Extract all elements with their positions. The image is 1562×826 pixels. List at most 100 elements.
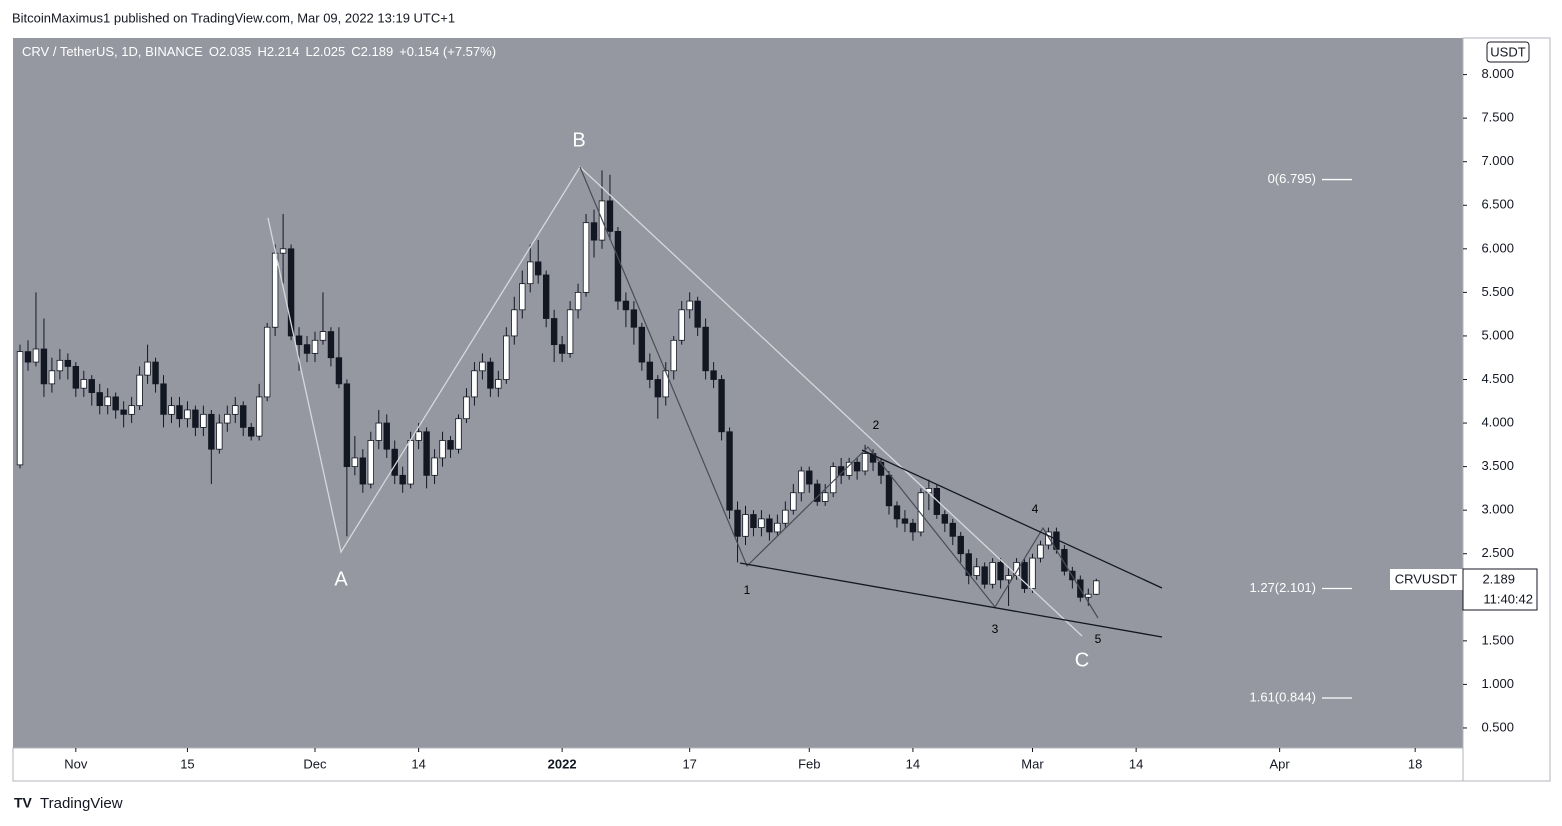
candle-body: [542, 274, 550, 319]
wave-label: 1: [744, 583, 751, 597]
candle-body: [495, 379, 502, 389]
candle-body: [343, 383, 351, 468]
ohlc-key: C: [351, 44, 360, 59]
candle-body: [152, 361, 159, 385]
price-badge: [1462, 568, 1538, 611]
brand: TradingView: [40, 795, 123, 812]
candle-body: [96, 392, 103, 407]
candle-body: [981, 566, 988, 585]
candle-body: [949, 522, 956, 537]
wedge-lower: [739, 562, 1163, 638]
candle-body: [471, 370, 478, 398]
symbol-badge: [1390, 569, 1463, 590]
candle-body: [327, 331, 335, 359]
candle-body: [40, 348, 48, 385]
x-tick-label: Apr: [1270, 756, 1291, 771]
symbol-title: CRV / TetherUS, 1D, BINANCE: [22, 44, 203, 59]
candle-body: [933, 487, 941, 515]
wave-label: 4: [1032, 502, 1039, 516]
candle-body: [614, 230, 622, 302]
x-tick-label: Nov: [64, 756, 88, 771]
ohlc-value: 2.189: [361, 44, 394, 59]
candle-body: [415, 431, 422, 441]
candle-body: [766, 518, 773, 533]
plot-area: [13, 38, 1463, 748]
candle-body: [335, 357, 343, 385]
candle-body: [48, 370, 56, 385]
x-tick-label: 14: [411, 756, 425, 771]
candle-body: [973, 566, 980, 576]
candle-body: [790, 492, 797, 511]
y-tick-label: 6.500: [1481, 197, 1514, 212]
candle-body: [877, 461, 885, 476]
y-tick-label: 4.000: [1481, 414, 1514, 429]
candle-body: [367, 440, 374, 485]
candle-body: [726, 431, 733, 511]
wedge-upper: [861, 449, 1163, 589]
candle-body: [447, 440, 454, 450]
candle-body: [1005, 575, 1012, 581]
y-tick-label: 3.500: [1481, 458, 1514, 473]
candle-body: [24, 351, 32, 363]
candle-body: [303, 344, 311, 354]
candle-body: [240, 405, 247, 428]
candle-body: [168, 405, 175, 415]
impulse-wave: [579, 166, 1099, 619]
candle-body: [1037, 544, 1044, 559]
candle-body: [160, 383, 167, 415]
candle-body: [295, 335, 303, 346]
ohlc-value: 2.035: [219, 44, 252, 59]
candle-body: [216, 422, 223, 450]
candle-body: [224, 413, 231, 424]
candle-body: [208, 413, 215, 450]
y-tick-label: 1.500: [1481, 632, 1514, 647]
candle-body: [80, 379, 87, 389]
candle-body: [128, 405, 135, 415]
wave-label: A: [334, 568, 348, 590]
candle-body: [1029, 557, 1036, 589]
candle-body: [853, 461, 861, 472]
change: +0.154 (+7.57%): [399, 44, 496, 59]
candle-body: [383, 422, 390, 450]
currency: USDT: [1490, 44, 1525, 59]
x-tick-label: Dec: [303, 756, 327, 771]
candle-body: [431, 457, 438, 476]
candle-body: [861, 453, 869, 472]
ohlc-value: 2.214: [267, 44, 300, 59]
x-tick-label: 15: [180, 756, 194, 771]
candle-body: [120, 409, 127, 415]
y-tick-label: 5.500: [1481, 284, 1514, 299]
candle-body: [814, 483, 821, 502]
x-tick-label: 14: [906, 756, 920, 771]
candle-body: [718, 379, 725, 433]
candle-body: [742, 514, 749, 537]
candle-body: [550, 318, 558, 346]
candle-body: [798, 470, 805, 494]
x-tick-label: 18: [1408, 756, 1422, 771]
ohlc-key: H: [258, 44, 267, 59]
candle-body: [144, 361, 151, 376]
candle-body: [16, 351, 24, 466]
candle-body: [88, 379, 95, 393]
candle-body: [893, 505, 901, 520]
ohlc-key: L: [305, 44, 312, 59]
candle-body: [965, 553, 972, 576]
candle-body: [375, 422, 382, 441]
candle-body: [112, 396, 119, 411]
candle-body: [558, 344, 566, 354]
symbol: CRVUSDT: [1395, 571, 1458, 586]
wave-label: 5: [1095, 632, 1102, 646]
candle-body: [463, 396, 470, 420]
candle-body: [519, 283, 526, 311]
candle-body: [263, 326, 271, 398]
candle-body: [822, 492, 829, 502]
wave-label: 3: [992, 622, 999, 636]
candle-body: [287, 248, 295, 337]
x-tick-label: Feb: [798, 756, 820, 771]
x-tick-label: Mar: [1021, 756, 1044, 771]
candle-body: [901, 518, 909, 524]
candle-body: [582, 222, 590, 293]
candle-body: [957, 535, 964, 555]
fib-label: 1.61(0.844): [1250, 689, 1317, 704]
candle-body: [678, 309, 685, 341]
